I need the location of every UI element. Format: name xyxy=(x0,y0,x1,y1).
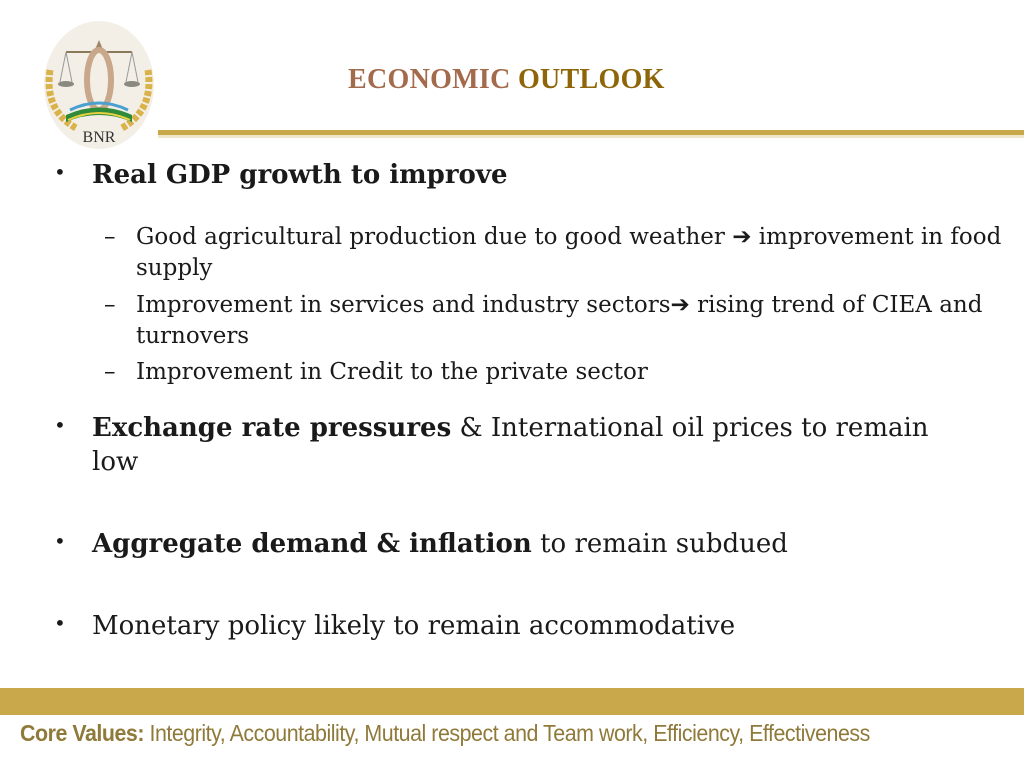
dash-marker: – xyxy=(104,224,116,250)
title-word-outlook: OUTLOOK xyxy=(517,64,665,95)
arrow-right-icon: ➔ xyxy=(670,292,690,318)
bullet-text: Monetary policy likely to remain accommo… xyxy=(92,611,736,641)
sub-text: Improvement in services and industry sec… xyxy=(136,292,671,318)
logo-text: BNR xyxy=(83,129,116,146)
title-word-economic: ECONOMIC xyxy=(348,64,511,95)
footer-label: Core Values: xyxy=(20,720,145,746)
footer-bar xyxy=(0,688,1024,715)
bullet-bold: Real GDP growth to improve xyxy=(92,160,508,190)
sub-text: Good agricultural production due to good… xyxy=(136,224,733,250)
sub-text: improvement in food supply xyxy=(136,224,1002,281)
page-title: ECONOMIC OUTLOOK xyxy=(348,64,665,96)
dash-marker: – xyxy=(104,292,116,318)
bullet-dot: • xyxy=(54,611,66,635)
arrow-right-icon: ➔ xyxy=(732,224,752,250)
dash-marker: – xyxy=(104,359,116,385)
header-divider xyxy=(158,130,1024,135)
bullet-dot: • xyxy=(54,529,66,553)
bullet-text: to remain subdued xyxy=(531,529,788,559)
footer-core-values: Core Values: Integrity, Accountability, … xyxy=(20,720,870,747)
header-divider-shadow xyxy=(158,135,1024,138)
sub-text: Improvement in Credit to the private sec… xyxy=(136,359,648,385)
bullet-text: & International oil prices to remain low xyxy=(92,413,929,477)
bullet-bold: Exchange rate pressures xyxy=(92,413,452,443)
bullet-bold: Aggregate demand & inflation xyxy=(92,529,532,559)
bullet-dot: • xyxy=(54,413,66,437)
sub-text: rising trend of CIEA and turnovers xyxy=(136,292,983,349)
footer-values: Integrity, Accountability, Mutual respec… xyxy=(144,720,870,746)
bullet-dot: • xyxy=(54,160,66,184)
bnr-logo: BNR xyxy=(44,21,154,149)
